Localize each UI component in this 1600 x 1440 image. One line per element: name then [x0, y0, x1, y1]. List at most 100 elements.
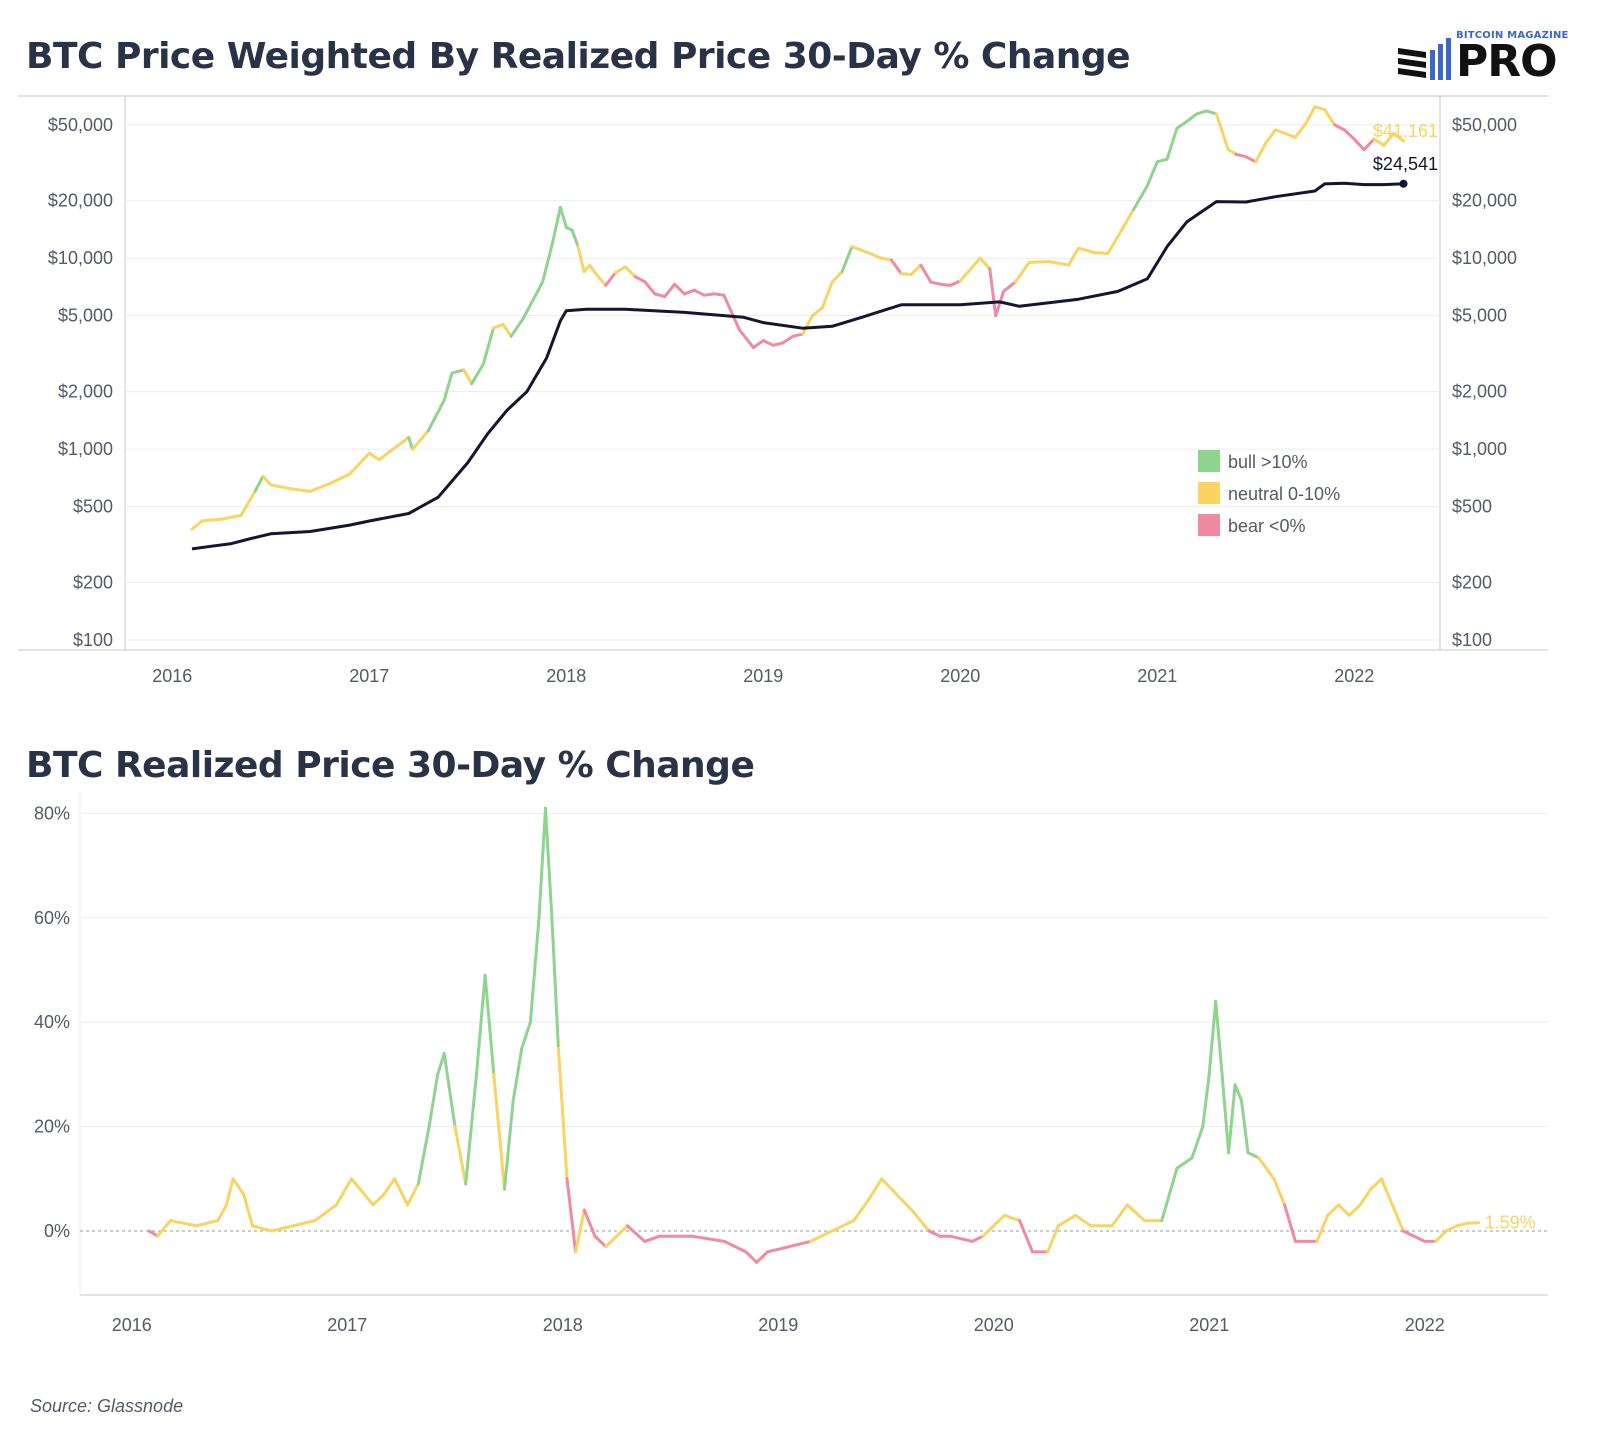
price-line-segment — [604, 271, 617, 287]
price-line-segment — [860, 248, 874, 256]
change-line-segment — [1380, 1177, 1394, 1207]
price-line-segment — [482, 326, 495, 366]
price-line-segment — [570, 228, 580, 249]
change-line-segment — [1444, 1224, 1459, 1233]
price-line-segment — [1254, 141, 1268, 164]
price-line-segment — [1234, 152, 1248, 159]
change-line-segment — [927, 1229, 942, 1238]
change-line-segment — [1466, 1221, 1481, 1225]
change-line-segment — [1003, 1213, 1022, 1223]
change-line-segment — [809, 1229, 834, 1243]
price-line-segment — [1067, 246, 1080, 267]
price-line-segment — [442, 371, 454, 402]
change-line-segment — [1074, 1213, 1093, 1228]
price-line-segment — [367, 451, 381, 462]
price-line-segment — [1244, 155, 1258, 164]
price-line-segment — [1195, 109, 1208, 116]
price-line-segment — [1362, 137, 1376, 152]
price-line-segment — [801, 314, 814, 336]
price-line-segment — [968, 256, 982, 272]
price-line-segment — [1002, 280, 1017, 293]
change-line-segment — [690, 1234, 726, 1243]
change-line-segment — [216, 1203, 228, 1223]
x-tick-label: 2017 — [327, 1315, 367, 1335]
price-line-segment — [1132, 184, 1149, 211]
change-line-segment — [537, 806, 547, 920]
change-line-segment — [1369, 1177, 1384, 1191]
price-line-segment — [491, 322, 505, 330]
x-tick-label: 2016 — [152, 666, 192, 686]
price-line-segment — [1077, 246, 1096, 255]
change-line-segment — [1233, 1083, 1243, 1102]
price-line-segment — [1226, 148, 1238, 156]
change-line-segment — [1190, 1125, 1205, 1160]
y-tick-label-left: $20,000 — [48, 191, 113, 211]
price-line-segment — [200, 517, 223, 523]
change-line-segment — [1455, 1221, 1470, 1228]
y-tick-label-right: $2,000 — [1452, 382, 1507, 402]
price-line-segment — [521, 299, 535, 321]
change-line-segment — [1160, 1166, 1179, 1223]
change-line-segment — [1257, 1156, 1276, 1181]
change-line-segment — [625, 1224, 647, 1243]
change-line-segment — [393, 1177, 410, 1207]
change-line-segment — [604, 1224, 629, 1249]
change-line-segment — [593, 1234, 608, 1249]
change-line-segment — [1337, 1203, 1351, 1217]
price-line-segment — [1116, 208, 1136, 238]
change-line-segment — [1207, 999, 1218, 1076]
y-tick-label-right: $1,000 — [1452, 439, 1507, 459]
change-line-segment — [1046, 1224, 1060, 1254]
y-tick-label-right: $100 — [1452, 630, 1492, 650]
price-line-segment — [663, 282, 677, 298]
change-line-segment — [334, 1177, 353, 1207]
change-line-segment — [156, 1219, 172, 1238]
change-line-segment — [1220, 1072, 1231, 1155]
source-note: Source: Glassnode — [30, 1396, 184, 1416]
change-line-segment — [1110, 1203, 1129, 1228]
y-tick-label: 0% — [44, 1221, 70, 1241]
x-tick-label: 2019 — [743, 666, 783, 686]
price-line-segment — [1145, 160, 1159, 188]
change-line-segment — [1227, 1083, 1237, 1155]
price-line-segment — [239, 489, 257, 517]
change-line-segment — [503, 1099, 515, 1191]
price-line-segment — [633, 275, 647, 284]
price-line-segment — [462, 368, 474, 386]
change-line-segment — [313, 1203, 338, 1223]
legend-swatch-bear — [1198, 514, 1220, 536]
change-line-segment — [880, 1177, 899, 1196]
price-line-segment — [781, 334, 795, 345]
y-tick-label-left: $500 — [73, 497, 113, 517]
change-line-segment — [544, 806, 554, 920]
change-last-value-label: 1.59% — [1485, 1213, 1536, 1233]
y-tick-label-left: $10,000 — [48, 248, 113, 268]
change-line-segment — [765, 1245, 791, 1254]
y-tick-label-right: $5,000 — [1452, 306, 1507, 326]
price-line-segment — [870, 252, 883, 260]
price-line-segment — [653, 292, 667, 298]
change-line-segment — [520, 1020, 532, 1050]
change-line-segment — [867, 1177, 884, 1202]
price-line-segment — [397, 436, 411, 447]
change-line-segment — [556, 1046, 569, 1181]
price-line-segment — [1013, 260, 1031, 284]
change-line-segment — [787, 1239, 812, 1249]
price-line-segment — [722, 293, 742, 332]
price-line-segment — [811, 306, 824, 318]
y-tick-label-left: $50,000 — [48, 115, 113, 135]
chart-title-price: BTC Price Weighted By Realized Price 30-… — [26, 36, 1131, 77]
change-line-segment — [1347, 1203, 1362, 1217]
change-line-segment — [1018, 1219, 1034, 1254]
price-line-segment — [269, 483, 292, 491]
change-line-segment — [722, 1239, 748, 1254]
price-line-segment — [594, 272, 608, 287]
change-line-segment — [250, 1224, 274, 1233]
y-tick-label-right: $50,000 — [1452, 115, 1517, 135]
price-line-segment — [509, 317, 525, 338]
price-line-segment — [909, 263, 923, 277]
y-tick-label: 60% — [34, 908, 70, 928]
realized-price-endpoint — [1399, 179, 1408, 188]
price-line-segment — [850, 245, 864, 252]
change-line-segment — [1240, 1099, 1250, 1155]
